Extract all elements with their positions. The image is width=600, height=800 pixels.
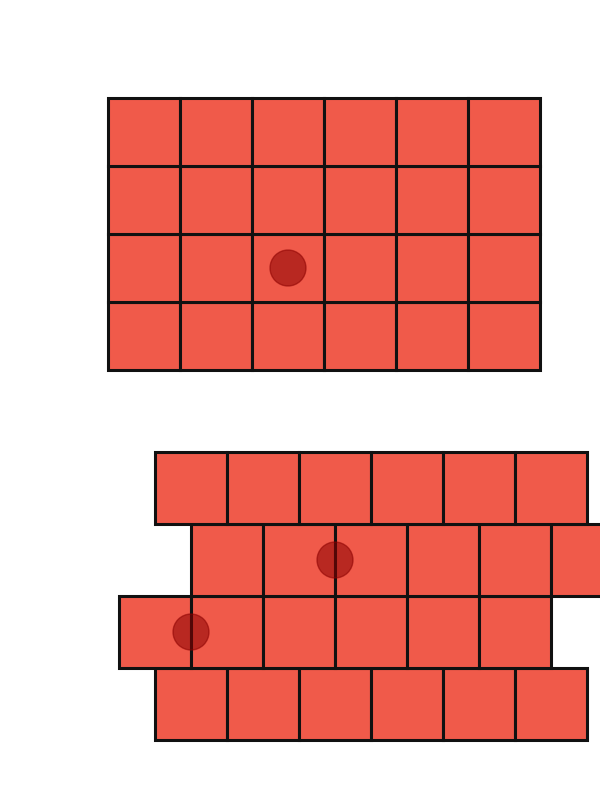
Bar [191,596,263,668]
Bar [479,524,551,596]
Bar [396,98,468,166]
Bar [515,452,587,524]
Bar [468,166,540,234]
Bar [443,452,515,524]
Bar [324,234,396,302]
Circle shape [317,542,353,578]
Bar [335,596,407,668]
Circle shape [270,250,306,286]
Bar [252,234,324,302]
Bar [108,98,180,166]
Bar [252,98,324,166]
Bar [299,668,371,740]
Bar [396,302,468,370]
Bar [443,668,515,740]
Bar [468,234,540,302]
Bar [155,452,227,524]
Bar [299,452,371,524]
Bar [180,166,252,234]
Bar [324,166,396,234]
Bar [324,98,396,166]
Bar [396,234,468,302]
Bar [335,524,407,596]
Bar [479,596,551,668]
Bar [227,452,299,524]
Bar [155,668,227,740]
Bar [108,166,180,234]
Bar [515,668,587,740]
Bar [252,166,324,234]
Circle shape [173,614,209,650]
Bar [371,668,443,740]
Bar [371,452,443,524]
Bar [252,302,324,370]
Bar [396,166,468,234]
Bar [180,302,252,370]
Bar [108,234,180,302]
Bar [191,524,263,596]
Bar [551,524,600,596]
Bar [324,302,396,370]
Bar [407,524,479,596]
Bar [468,98,540,166]
Bar [180,234,252,302]
Bar [468,302,540,370]
Bar [108,302,180,370]
Bar [180,98,252,166]
Bar [119,596,191,668]
Bar [263,596,335,668]
Bar [407,596,479,668]
Bar [263,524,335,596]
Bar [227,668,299,740]
